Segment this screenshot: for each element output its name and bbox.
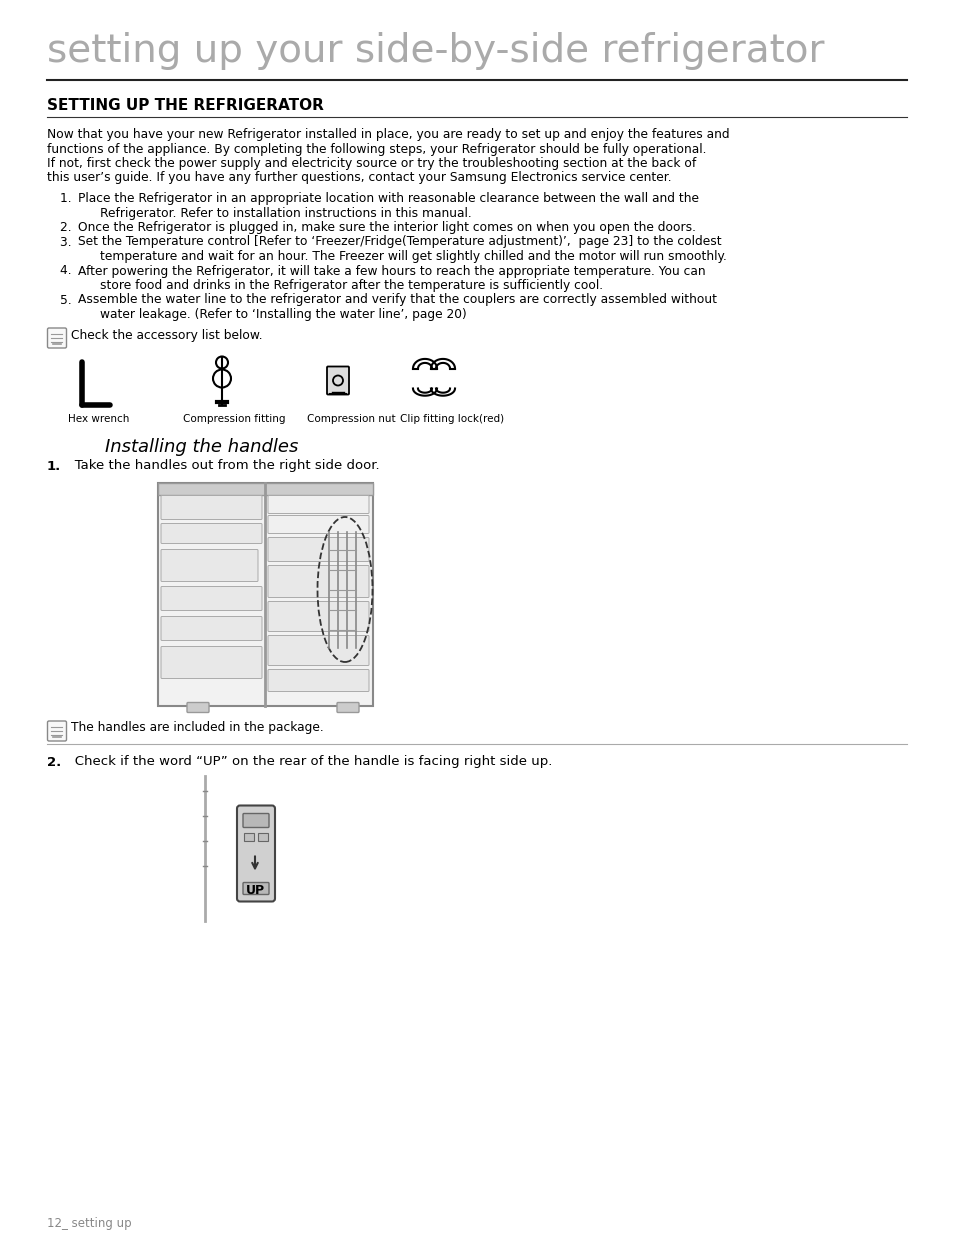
Text: 2.: 2.: [60, 221, 75, 233]
Text: 1.: 1.: [47, 459, 61, 473]
FancyBboxPatch shape: [161, 616, 262, 641]
Text: 12_ setting up: 12_ setting up: [47, 1216, 132, 1230]
Text: Once the Refrigerator is plugged in, make sure the interior light comes on when : Once the Refrigerator is plugged in, mak…: [78, 221, 696, 233]
Text: Check if the word “UP” on the rear of the handle is facing right side up.: Check if the word “UP” on the rear of th…: [62, 756, 552, 768]
Text: Clip fitting lock(red): Clip fitting lock(red): [399, 414, 503, 424]
Text: temperature and wait for an hour. The Freezer will get slightly chilled and the : temperature and wait for an hour. The Fr…: [100, 249, 726, 263]
FancyBboxPatch shape: [268, 495, 369, 514]
Text: Check the accessory list below.: Check the accessory list below.: [71, 329, 262, 342]
FancyBboxPatch shape: [161, 524, 262, 543]
Text: 5.: 5.: [60, 294, 75, 306]
Text: SETTING UP THE REFRIGERATOR: SETTING UP THE REFRIGERATOR: [47, 98, 323, 112]
Text: functions of the appliance. By completing the following steps, your Refrigerator: functions of the appliance. By completin…: [47, 142, 706, 156]
FancyBboxPatch shape: [268, 669, 369, 692]
FancyBboxPatch shape: [243, 814, 269, 827]
Text: Compression fitting: Compression fitting: [183, 414, 285, 424]
Text: Place the Refrigerator in an appropriate location with reasonable clearance betw: Place the Refrigerator in an appropriate…: [78, 191, 699, 205]
FancyBboxPatch shape: [268, 537, 369, 562]
FancyBboxPatch shape: [48, 721, 67, 741]
Text: water leakage. (Refer to ‘Installing the water line’, page 20): water leakage. (Refer to ‘Installing the…: [100, 308, 466, 321]
FancyBboxPatch shape: [48, 329, 67, 348]
FancyBboxPatch shape: [336, 703, 358, 713]
Text: The handles are included in the package.: The handles are included in the package.: [71, 721, 323, 735]
Text: Assemble the water line to the refrigerator and verify that the couplers are cor: Assemble the water line to the refrigera…: [78, 294, 717, 306]
FancyBboxPatch shape: [243, 883, 269, 894]
Text: Take the handles out from the right side door.: Take the handles out from the right side…: [62, 459, 379, 473]
Text: 3.: 3.: [60, 236, 75, 248]
FancyBboxPatch shape: [268, 601, 369, 631]
Text: UP: UP: [245, 883, 264, 897]
Text: Set the Temperature control [Refer to ‘Freezer/Fridge(Temperature adjustment)’, : Set the Temperature control [Refer to ‘F…: [78, 236, 720, 248]
FancyBboxPatch shape: [161, 550, 257, 582]
FancyBboxPatch shape: [161, 646, 262, 678]
FancyBboxPatch shape: [158, 483, 373, 705]
Text: setting up your side-by-side refrigerator: setting up your side-by-side refrigerato…: [47, 32, 823, 70]
Text: Compression nut: Compression nut: [307, 414, 395, 424]
Text: 2.: 2.: [47, 756, 61, 768]
FancyBboxPatch shape: [161, 495, 262, 520]
FancyBboxPatch shape: [161, 587, 262, 610]
FancyBboxPatch shape: [268, 515, 369, 534]
Text: store food and drinks in the Refrigerator after the temperature is sufficiently : store food and drinks in the Refrigerato…: [100, 279, 602, 291]
FancyBboxPatch shape: [187, 703, 209, 713]
Text: this user’s guide. If you have any further questions, contact your Samsung Elect: this user’s guide. If you have any furth…: [47, 172, 671, 184]
Text: 4.: 4.: [60, 264, 75, 278]
Text: After powering the Refrigerator, it will take a few hours to reach the appropria: After powering the Refrigerator, it will…: [78, 264, 705, 278]
FancyBboxPatch shape: [257, 832, 268, 841]
Text: 1.: 1.: [60, 191, 75, 205]
FancyBboxPatch shape: [236, 805, 274, 902]
Text: Installing the handles: Installing the handles: [105, 437, 298, 456]
FancyBboxPatch shape: [327, 367, 349, 394]
Text: Refrigerator. Refer to installation instructions in this manual.: Refrigerator. Refer to installation inst…: [100, 206, 471, 220]
Text: Hex wrench: Hex wrench: [68, 414, 130, 424]
FancyBboxPatch shape: [268, 636, 369, 666]
Text: If not, first check the power supply and electricity source or try the troublesh: If not, first check the power supply and…: [47, 157, 696, 170]
Text: Now that you have your new Refrigerator installed in place, you are ready to set: Now that you have your new Refrigerator …: [47, 128, 729, 141]
FancyBboxPatch shape: [158, 483, 373, 494]
FancyBboxPatch shape: [268, 566, 369, 598]
FancyBboxPatch shape: [244, 832, 253, 841]
